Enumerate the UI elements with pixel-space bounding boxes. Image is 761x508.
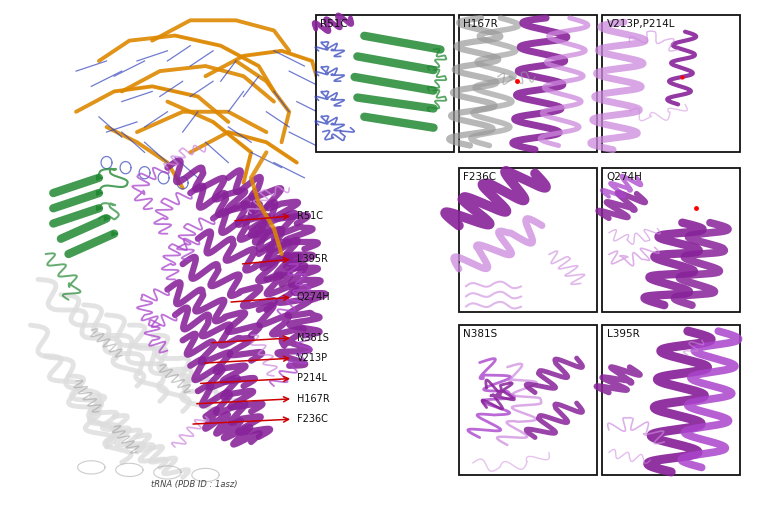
Bar <box>602 168 740 312</box>
Bar <box>316 15 454 152</box>
Bar <box>459 168 597 312</box>
Text: V213P: V213P <box>297 353 328 363</box>
Text: F236C: F236C <box>297 414 328 424</box>
Text: R51C: R51C <box>320 19 348 29</box>
Bar <box>459 15 597 152</box>
Text: N381S: N381S <box>297 333 329 343</box>
Text: L395R: L395R <box>297 254 328 264</box>
Text: Q274H: Q274H <box>607 172 642 182</box>
Text: H167R: H167R <box>297 394 330 404</box>
Text: F236C: F236C <box>463 172 497 182</box>
Text: N381S: N381S <box>463 329 498 339</box>
Text: P214L: P214L <box>297 373 326 384</box>
Text: tRNA (PDB ID : 1asz): tRNA (PDB ID : 1asz) <box>151 480 237 489</box>
Text: L395R: L395R <box>607 329 639 339</box>
Bar <box>459 325 597 475</box>
Bar <box>602 15 740 152</box>
Bar <box>602 325 740 475</box>
Text: H167R: H167R <box>463 19 498 29</box>
Text: Q274H: Q274H <box>297 292 330 302</box>
Text: R51C: R51C <box>297 211 323 221</box>
Text: V213P,P214L: V213P,P214L <box>607 19 675 29</box>
